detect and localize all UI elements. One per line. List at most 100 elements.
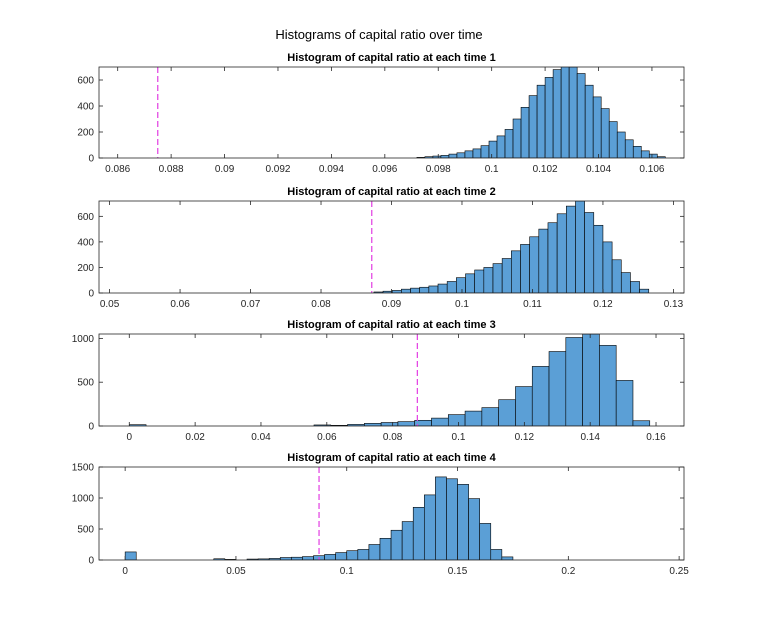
y-tick-label: 1500 <box>72 463 95 474</box>
histogram-bar <box>456 277 466 293</box>
histogram-bar <box>357 549 370 560</box>
histogram-bar <box>457 484 469 560</box>
x-tick-label: 0.06 <box>317 432 337 443</box>
x-tick-label: 0.09 <box>382 299 402 310</box>
histogram-bar <box>431 417 449 426</box>
histogram-bar <box>511 250 521 293</box>
histogram-bar <box>390 529 403 560</box>
x-tick-label: 0.08 <box>383 432 403 443</box>
histogram-bar <box>483 267 494 293</box>
histogram-bar <box>488 140 498 158</box>
subplots: 0.086 0.088 0.09 0.092 0.094 0.096 0.098 0.1 0.1… <box>72 52 690 577</box>
y-tick-label: 400 <box>77 237 94 248</box>
histogram-bar <box>480 145 490 158</box>
x-tick-label: 0.06 <box>170 299 190 310</box>
y-tick-label: 200 <box>77 128 94 139</box>
histogram-bar <box>479 523 492 560</box>
histogram-bar <box>492 263 503 293</box>
histogram-bar <box>335 552 348 560</box>
histogram-bar <box>410 287 420 293</box>
histogram-bar <box>593 224 604 293</box>
bars <box>416 67 666 158</box>
histogram-bar <box>536 84 546 158</box>
histogram-bar <box>608 121 618 158</box>
histogram-bar <box>531 366 550 426</box>
histogram-bar <box>547 222 558 293</box>
histogram-bar <box>468 498 480 560</box>
histogram-bar <box>582 334 600 426</box>
x-tick-label: 0.096 <box>372 164 397 175</box>
histogram-bar <box>302 556 314 560</box>
histogram-bar <box>501 258 512 293</box>
y-tick-label: 0 <box>88 289 94 300</box>
x-tick-label: 0.088 <box>159 164 184 175</box>
subplot-1: 0.086 0.088 0.09 0.092 0.094 0.096 0.098 0.1 0.1… <box>77 52 685 175</box>
histogram-bar <box>465 273 475 293</box>
x-tick-label: 0.15 <box>448 566 468 577</box>
histogram-bar <box>446 478 458 560</box>
histogram-bar <box>556 213 567 293</box>
histogram-bar <box>552 69 562 158</box>
histogram-bar <box>504 129 514 158</box>
x-tick-label: 0.14 <box>580 432 600 443</box>
histogram-bar <box>620 272 631 293</box>
histogram-bar <box>520 244 530 293</box>
histogram-bar <box>472 148 482 158</box>
histogram-bar <box>599 345 617 426</box>
histogram-bar <box>401 521 414 560</box>
x-tick-label: 0.102 <box>533 164 558 175</box>
subplot-title: Histogram of capital ratio at each time … <box>287 52 495 64</box>
histogram-bar <box>600 108 610 158</box>
histogram-bar <box>498 399 516 426</box>
histogram-bar <box>423 494 436 560</box>
x-tick-label: 0.05 <box>226 566 246 577</box>
histogram-bar <box>639 288 650 293</box>
histogram-bar <box>380 422 399 426</box>
x-tick-label: 0.02 <box>185 432 205 443</box>
histogram-bar <box>501 556 514 560</box>
x-tick-label: 0.1 <box>340 566 354 577</box>
subplot-4: 0 0.05 0.1 0.15 0.2 0.25 0 500 1000 1500 Histogram… <box>72 452 690 577</box>
bars <box>128 334 651 426</box>
histogram-bar <box>632 420 651 426</box>
histogram-bar <box>640 150 650 158</box>
histogram-bar <box>124 551 137 560</box>
histogram-bar <box>490 549 503 560</box>
histogram-bar <box>565 205 576 293</box>
y-tick-label: 500 <box>77 378 94 389</box>
histogram-bar <box>401 288 411 293</box>
x-tick-label: 0.05 <box>100 299 120 310</box>
histogram-bar <box>560 67 570 158</box>
histogram-bar <box>428 285 439 293</box>
histogram-bar <box>565 337 583 426</box>
histogram-bar <box>368 544 381 560</box>
x-tick-label: 0.1 <box>455 299 469 310</box>
subplot-title: Histogram of capital ratio at each time … <box>287 319 495 331</box>
x-tick-label: 0 <box>127 432 133 443</box>
x-tick-label: 0.094 <box>319 164 344 175</box>
histogram-bar <box>435 476 447 560</box>
y-tick-label: 500 <box>77 525 94 536</box>
x-tick-label: 0.092 <box>265 164 290 175</box>
x-tick-label: 0.07 <box>241 299 261 310</box>
bars <box>124 476 514 560</box>
histogram-bar <box>544 77 554 158</box>
x-tick-label: 0.2 <box>561 566 575 577</box>
y-tick-label: 200 <box>77 263 94 274</box>
y-tick-label: 0 <box>88 556 94 567</box>
histogram-bar <box>630 281 640 293</box>
histogram-bar <box>584 84 594 158</box>
x-tick-label: 0.086 <box>105 164 130 175</box>
x-tick-label: 0 <box>122 566 128 577</box>
y-tick-label: 0 <box>88 154 94 165</box>
histogram-bar <box>324 554 336 560</box>
histogram-bar <box>538 228 549 293</box>
y-tick-label: 400 <box>77 102 94 113</box>
histogram-bar <box>575 201 585 293</box>
x-tick-label: 0.12 <box>593 299 613 310</box>
histogram-bar <box>446 281 457 293</box>
histogram-bar <box>615 380 634 426</box>
x-tick-label: 0.1 <box>485 164 499 175</box>
histogram-bar <box>611 259 622 293</box>
